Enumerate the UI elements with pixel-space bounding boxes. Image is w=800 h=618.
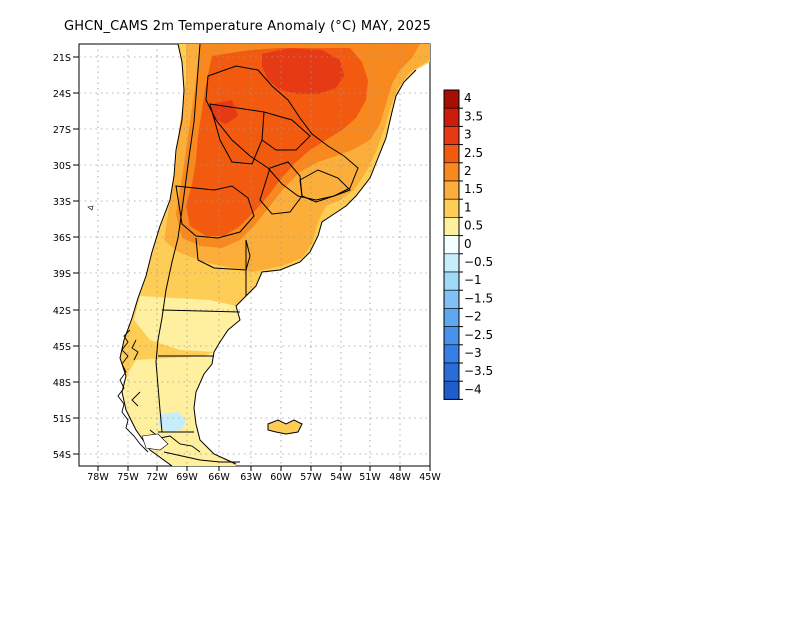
colorbar-swatch [443, 253, 460, 273]
lon-label: 45W [419, 472, 441, 483]
lat-label: 45S [53, 342, 71, 353]
colorbar-swatch [443, 344, 460, 364]
colorbar-label: −0.5 [464, 255, 493, 269]
lat-label: 54S [53, 450, 71, 461]
colorbar-label: −1 [464, 273, 482, 287]
colorbar-label: −2 [464, 310, 482, 324]
colorbar-label: −1.5 [464, 291, 493, 305]
colorbar: 4 3.5 3 2.5 2 1.5 1 0.5 0 −0.5 −1 −1.5 −2 −2.5 −3 −3.5 −… [443, 89, 493, 400]
lat-axis: 21S 24S 27S 30S 33S 36S 39S 42S 45S 48S … [53, 53, 79, 461]
colorbar-swatch [443, 235, 460, 255]
colorbar-swatch [443, 289, 460, 309]
lat-label: 33S [53, 197, 71, 208]
colorbar-label: −4 [464, 382, 482, 396]
colorbar-swatch [443, 198, 460, 218]
lat-label: 48S [53, 378, 71, 389]
lat-label: 36S [53, 233, 71, 244]
falkland-islands [267, 419, 303, 435]
colorbar-label: 2 [464, 164, 472, 178]
lon-label: 54W [330, 472, 352, 483]
colorbar-swatch [443, 271, 460, 291]
colorbar-label: 1.5 [464, 182, 483, 196]
colorbar-label: −2.5 [464, 328, 493, 342]
colorbar-label: −3.5 [464, 364, 493, 378]
lat-label: 27S [53, 125, 71, 136]
lat-label: 21S [53, 53, 71, 64]
colorbar-label: 3 [464, 128, 472, 142]
colorbar-swatch [443, 162, 460, 182]
colorbar-swatch [443, 144, 460, 164]
cool-anomaly-patch [158, 412, 186, 432]
lon-label: 66W [208, 472, 230, 483]
lon-label: 72W [146, 472, 168, 483]
lon-label: 48W [389, 472, 411, 483]
lon-label: 57W [300, 472, 322, 483]
lon-label: 78W [87, 472, 109, 483]
lat-label: 42S [53, 306, 71, 317]
map-title: GHCN_CAMS 2m Temperature Anomaly (°C) MA… [64, 19, 432, 34]
lat-label: 51S [53, 414, 71, 425]
colorbar-label: 1 [464, 200, 472, 214]
colorbar-swatch [443, 107, 460, 127]
lat-label: 30S [53, 161, 71, 172]
lon-label: 63W [240, 472, 262, 483]
colorbar-swatch [443, 89, 460, 109]
chile-fjords [117, 329, 240, 463]
colorbar-swatch [443, 217, 460, 236]
islands [87, 205, 169, 451]
colorbar-swatch [443, 380, 460, 400]
colorbar-label: 2.5 [464, 146, 483, 160]
lon-label: 51W [359, 472, 381, 483]
graticule [79, 44, 430, 466]
colorbar-label: 4 [464, 91, 472, 105]
anomaly-field [79, 44, 430, 466]
lon-label: 69W [176, 472, 198, 483]
lon-label: 60W [270, 472, 292, 483]
coastlines-borders [119, 44, 417, 466]
colorbar-label: 0 [464, 237, 472, 251]
colorbar-frame [443, 89, 460, 400]
colorbar-label: 3.5 [464, 109, 483, 123]
colorbar-label: −3 [464, 346, 482, 360]
colorbar-swatch [443, 126, 460, 145]
lon-label: 75W [117, 472, 139, 483]
lat-label: 24S [53, 89, 71, 100]
lat-label: 39S [53, 269, 71, 280]
colorbar-swatch [443, 362, 460, 382]
colorbar-swatch [443, 326, 460, 346]
colorbar-label: 0.5 [464, 219, 483, 233]
colorbar-swatch [443, 180, 460, 200]
colorbar-swatch [443, 308, 460, 327]
lon-axis: 78W 75W 72W 69W 66W 63W 60W 57W 54W 51W … [87, 466, 441, 483]
